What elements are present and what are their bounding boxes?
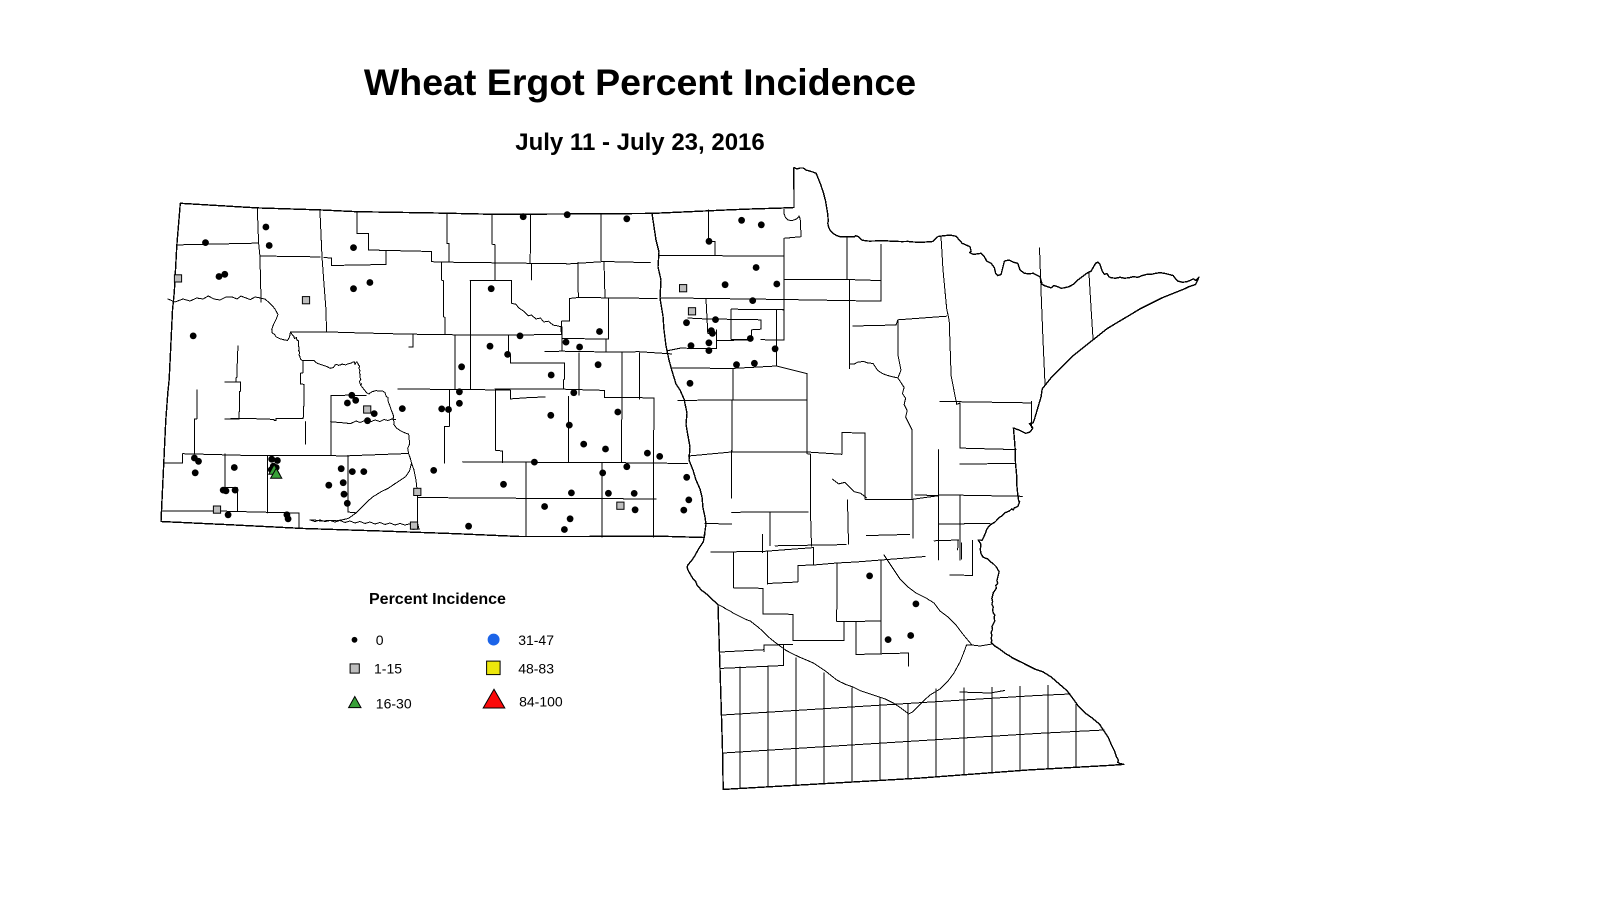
svg-text:1-15: 1-15 [374, 661, 402, 677]
svg-text:Wheat Ergot Percent Incidence: Wheat Ergot Percent Incidence [364, 61, 916, 103]
svg-text:48-83: 48-83 [518, 661, 554, 677]
svg-text:16-30: 16-30 [376, 696, 412, 712]
svg-text:31-47: 31-47 [518, 632, 554, 648]
svg-text:Percent Incidence: Percent Incidence [369, 591, 506, 608]
svg-text:July 11 - July 23, 2016: July 11 - July 23, 2016 [515, 129, 765, 156]
svg-text:84-100: 84-100 [519, 694, 563, 710]
svg-text:0: 0 [376, 632, 384, 648]
